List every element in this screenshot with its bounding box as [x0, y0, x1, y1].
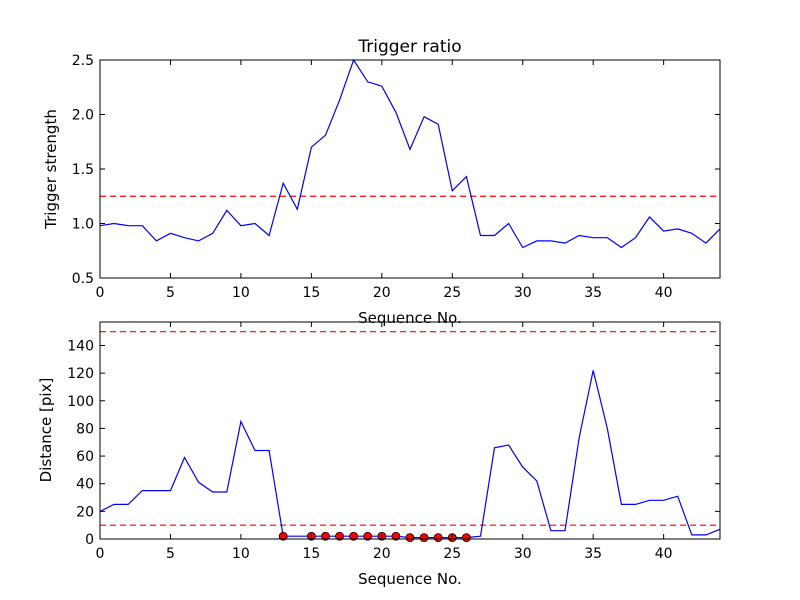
- tick-layer: 0 5 10 15 20 25 30 35 40 0.5 1.0 1.5 2.0 2.5: [72, 53, 720, 301]
- x-tick-label: 35: [584, 546, 602, 562]
- trigger-ratio-panel: Trigger ratio Sequence No. Trigger stren…: [42, 37, 721, 327]
- y-tick-label: 1.5: [72, 162, 94, 178]
- x-tick-label: 5: [166, 546, 175, 562]
- x-axis-label: Sequence No.: [358, 570, 462, 588]
- y-tick-label: 60: [76, 449, 94, 465]
- data-point: [461, 533, 471, 543]
- x-tick-label: 10: [232, 546, 250, 562]
- x-tick-label: 25: [443, 285, 461, 301]
- x-tick-label: 20: [373, 546, 391, 562]
- chart-title: Trigger ratio: [357, 37, 461, 57]
- data-point: [419, 533, 429, 543]
- data-point: [335, 531, 344, 541]
- x-axis-label: Sequence No.: [358, 309, 462, 327]
- y-tick-label: 100: [67, 394, 94, 410]
- x-tick-label: 15: [302, 285, 320, 301]
- y-tick-label: 20: [76, 504, 94, 520]
- y-tick-label: 140: [67, 338, 94, 354]
- x-tick-label: 10: [232, 285, 250, 301]
- x-tick-label: 25: [443, 546, 461, 562]
- plot-frame: [99, 59, 721, 279]
- distance-panel: Sequence No. Distance [pix] 0 5 10 15 20 25 30…: [37, 321, 721, 588]
- y-axis-label: Distance [pix]: [37, 378, 55, 483]
- series-layer: [99, 370, 721, 539]
- y-tick-label: 2.0: [72, 108, 94, 124]
- y-tick-label: 40: [76, 477, 94, 493]
- data-point: [363, 531, 373, 541]
- y-tick-label: 0: [85, 532, 94, 548]
- x-tick-label: 0: [96, 285, 105, 301]
- threshold-lines: [100, 331, 720, 526]
- y-tick-label: 120: [67, 366, 94, 382]
- series-line: [99, 58, 721, 249]
- x-tick-label: 35: [584, 285, 602, 301]
- y-tick-label: 0.5: [72, 271, 94, 287]
- y-tick-label: 1.0: [72, 217, 94, 233]
- data-point: [405, 533, 415, 543]
- series-line: [99, 370, 721, 539]
- data-point: [349, 531, 359, 541]
- x-tick-label: 20: [373, 285, 391, 301]
- marker-layer: [278, 531, 471, 543]
- data-point: [278, 531, 288, 541]
- y-axis-label: Trigger strength: [42, 109, 60, 230]
- tick-layer: 0 5 10 15 20 25 30 35 40 0 20 40 60 80 100 120 140: [67, 322, 720, 562]
- data-point: [391, 531, 401, 541]
- data-point: [433, 533, 443, 543]
- y-tick-label: 2.5: [72, 53, 94, 69]
- x-tick-label: 30: [514, 546, 532, 562]
- x-tick-label: 15: [302, 546, 320, 562]
- x-tick-label: 40: [655, 546, 673, 562]
- x-tick-label: 0: [96, 546, 105, 562]
- plot-frame: [99, 321, 721, 540]
- x-tick-label: 5: [166, 285, 175, 301]
- y-tick-label: 80: [76, 421, 94, 437]
- series-layer: [99, 58, 721, 249]
- x-tick-label: 30: [514, 285, 532, 301]
- data-point: [321, 531, 330, 541]
- x-tick-label: 40: [655, 285, 673, 301]
